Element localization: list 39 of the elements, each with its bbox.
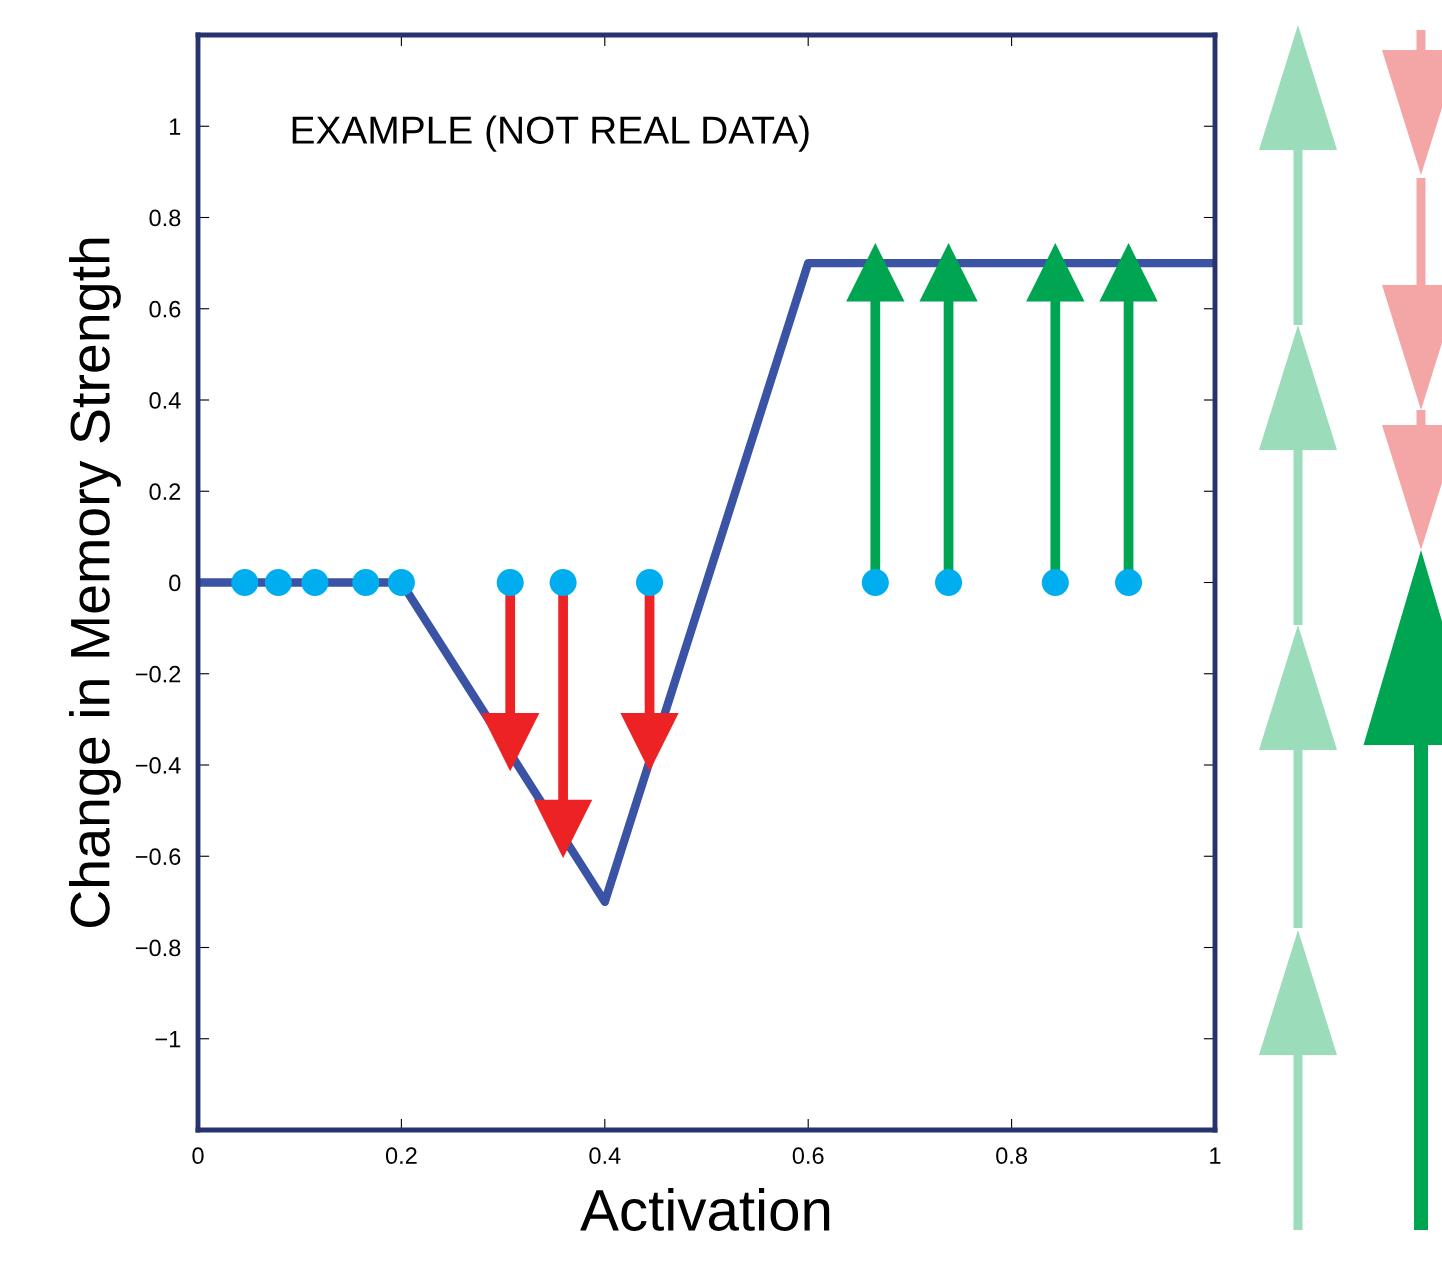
point — [301, 568, 329, 597]
y-tick-label: −0.6 — [135, 848, 181, 866]
y-tick-label: 0.8 — [149, 209, 181, 227]
y-axis-title: Change in Memory Strength — [69, 238, 121, 928]
point — [387, 568, 415, 597]
y-tick-label: −0.2 — [135, 665, 181, 683]
x-tick-label: 0.2 — [385, 1147, 417, 1165]
point — [636, 568, 664, 597]
point — [620, 713, 679, 772]
x-axis-title: Activation — [580, 1188, 830, 1231]
point — [1026, 243, 1085, 302]
annotation: EXAMPLE (NOT REAL DATA) — [292, 115, 809, 152]
x-tick-label: 0 — [192, 1147, 204, 1165]
point — [496, 568, 524, 597]
x-tick-label: 0.6 — [792, 1147, 824, 1165]
point — [861, 568, 889, 597]
x-tick-label: 1 — [1210, 1147, 1221, 1164]
y-tick-label: −1 — [155, 1031, 181, 1048]
point — [264, 568, 292, 597]
point — [533, 799, 593, 859]
point — [1099, 243, 1158, 302]
y-tick-label: 0 — [169, 574, 181, 592]
point — [481, 713, 540, 772]
x-tick-label: 0.8 — [996, 1147, 1027, 1165]
y-tick-label: 0.2 — [149, 483, 181, 501]
point — [231, 568, 259, 597]
point — [549, 568, 577, 597]
y-tick-label: 0.6 — [149, 300, 181, 318]
point — [919, 243, 978, 302]
point — [1115, 568, 1143, 597]
point — [846, 243, 905, 302]
x-tick-label: 0.4 — [589, 1147, 621, 1165]
y-tick-label: 0.4 — [149, 392, 181, 409]
point — [352, 568, 380, 597]
y-tick-label: 1 — [170, 118, 181, 135]
y-tick-label: −0.4 — [135, 757, 181, 774]
y-tick-label: −0.8 — [135, 939, 181, 957]
point — [935, 568, 963, 597]
point — [1041, 568, 1069, 597]
